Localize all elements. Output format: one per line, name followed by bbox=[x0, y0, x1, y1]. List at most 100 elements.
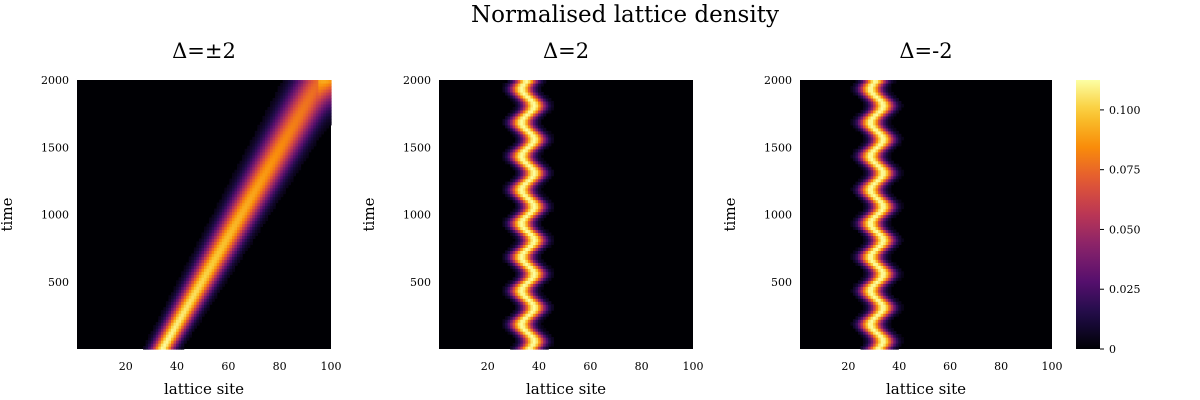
heatmap-cell bbox=[512, 163, 516, 168]
heatmap-cell bbox=[880, 238, 884, 242]
heatmap-cell bbox=[520, 103, 524, 108]
heatmap-cell bbox=[507, 181, 511, 186]
heatmap-cell bbox=[249, 208, 253, 213]
heatmap-cell bbox=[310, 103, 314, 108]
heatmap-cell bbox=[540, 277, 544, 281]
heatmap-cell bbox=[211, 244, 215, 248]
heatmap-cell bbox=[545, 307, 549, 311]
heatmap-cell bbox=[264, 109, 269, 114]
heatmap-cell bbox=[188, 307, 192, 311]
heatmap-cell bbox=[535, 115, 539, 120]
heatmap-cell bbox=[211, 277, 215, 281]
heatmap-cell bbox=[540, 205, 544, 210]
heatmap-cell bbox=[515, 214, 519, 219]
heatmap-cell bbox=[502, 220, 506, 225]
heatmap-cell bbox=[895, 169, 899, 174]
heatmap-cell bbox=[545, 94, 549, 99]
heatmap-cell bbox=[870, 154, 874, 159]
heatmap-cell bbox=[857, 121, 862, 126]
heatmap-cell bbox=[239, 244, 243, 248]
heatmap-cell bbox=[878, 112, 882, 117]
heatmap-cell bbox=[873, 85, 877, 90]
heatmap-cell bbox=[313, 94, 317, 99]
heatmap-cell bbox=[873, 322, 877, 326]
heatmap-cell bbox=[883, 118, 887, 123]
y-tick-label: 2000 bbox=[764, 74, 792, 87]
heatmap-cell bbox=[206, 295, 210, 299]
heatmap-cell bbox=[535, 331, 539, 335]
heatmap-cell bbox=[530, 151, 534, 156]
heatmap-cell bbox=[325, 124, 330, 129]
heatmap-cell bbox=[870, 232, 874, 237]
heatmap-cell bbox=[883, 196, 887, 201]
heatmap-cell bbox=[878, 211, 882, 216]
heatmap-cell bbox=[515, 106, 519, 111]
heatmap-cell bbox=[520, 292, 524, 296]
heatmap-cell bbox=[522, 115, 526, 120]
heatmap-cell bbox=[310, 88, 314, 93]
heatmap-cell bbox=[540, 214, 544, 219]
heatmap-cell bbox=[267, 133, 271, 138]
heatmap-cell bbox=[264, 124, 269, 129]
heatmap-cell bbox=[188, 283, 192, 287]
heatmap-cell bbox=[328, 112, 332, 117]
heatmap-cell bbox=[875, 205, 879, 210]
heatmap-cell bbox=[173, 292, 177, 296]
heatmap-cell bbox=[257, 184, 261, 189]
heatmap-cell bbox=[883, 313, 887, 317]
heatmap-cell bbox=[512, 325, 516, 329]
heatmap-cell bbox=[888, 88, 892, 93]
heatmap-cell bbox=[231, 211, 236, 216]
heatmap-cell bbox=[863, 109, 867, 114]
heatmap-cell bbox=[201, 268, 205, 272]
heatmap-cell bbox=[855, 193, 859, 198]
heatmap-cell bbox=[234, 175, 238, 180]
heatmap-cell bbox=[527, 82, 532, 87]
heatmap-cell bbox=[538, 82, 542, 87]
heatmap-cell bbox=[290, 154, 294, 159]
heatmap-cell bbox=[550, 103, 554, 108]
heatmap-cell bbox=[865, 265, 869, 269]
heatmap-cell bbox=[252, 217, 256, 222]
heatmap-cell bbox=[548, 166, 552, 171]
heatmap-cell bbox=[244, 220, 248, 225]
heatmap-cell bbox=[193, 250, 197, 254]
heatmap-cell bbox=[543, 94, 547, 99]
heatmap-cell bbox=[885, 292, 889, 296]
heatmap-cell bbox=[186, 337, 190, 341]
heatmap-cell bbox=[285, 112, 289, 117]
heatmap-cell bbox=[530, 193, 534, 198]
heatmap-cell bbox=[875, 313, 879, 317]
heatmap-cell bbox=[535, 80, 539, 84]
heatmap-cell bbox=[517, 328, 521, 332]
heatmap-cell bbox=[550, 208, 554, 213]
heatmap-cell bbox=[545, 211, 549, 216]
heatmap-cell bbox=[863, 187, 867, 192]
heatmap-cell bbox=[893, 211, 897, 216]
heatmap-cell bbox=[287, 160, 291, 165]
heatmap-cell bbox=[880, 193, 884, 198]
heatmap-cell bbox=[295, 160, 299, 165]
heatmap-cell bbox=[239, 193, 243, 198]
heatmap-cell bbox=[863, 328, 867, 332]
heatmap-cell bbox=[247, 145, 251, 150]
heatmap-cell bbox=[883, 169, 887, 174]
heatmap-cell bbox=[522, 232, 526, 237]
heatmap-cell bbox=[252, 148, 256, 153]
heatmap-cell bbox=[211, 295, 215, 299]
heatmap-cell bbox=[878, 166, 882, 171]
heatmap-cell bbox=[517, 100, 521, 105]
heatmap-cell bbox=[530, 262, 534, 266]
heatmap-cell bbox=[502, 190, 506, 195]
heatmap-cell bbox=[517, 250, 521, 254]
heatmap-cell bbox=[328, 103, 332, 108]
heatmap-cell bbox=[170, 304, 175, 308]
heatmap-cell bbox=[239, 160, 243, 165]
heatmap-cell bbox=[211, 247, 215, 251]
heatmap-cell bbox=[254, 151, 258, 156]
heatmap-cell bbox=[540, 283, 544, 287]
heatmap-cell bbox=[532, 106, 537, 111]
heatmap-cell bbox=[517, 280, 521, 284]
heatmap-cell bbox=[292, 157, 297, 162]
panel-title: Δ=2 bbox=[543, 39, 589, 63]
